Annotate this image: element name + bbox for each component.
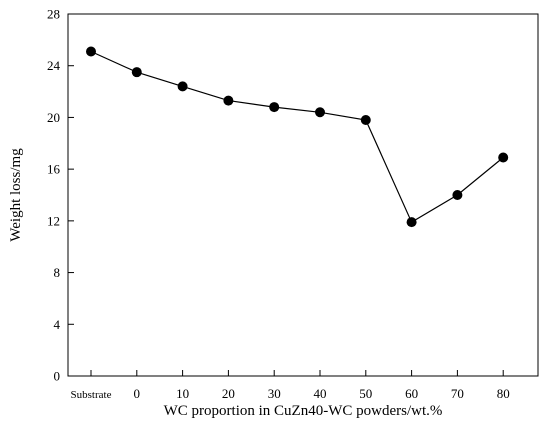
x-tick-label: 60 [405,386,418,401]
x-tick-label: 70 [451,386,464,401]
data-point [223,95,234,106]
data-point [131,67,142,78]
y-tick-label: 8 [54,265,61,280]
y-tick-label: 20 [47,110,60,125]
data-point [315,107,325,118]
y-tick-label: 16 [47,162,61,177]
x-axis-ticks: Substrate 0 10 20 30 40 50 60 70 80 [71,370,510,401]
x-tick-label: 40 [314,386,327,401]
data-point [498,152,509,163]
x-tick-label: 0 [134,386,141,401]
y-tick-label: 12 [47,213,60,228]
y-tick-label: 4 [54,317,61,332]
data-point [406,217,417,228]
data-point [86,46,96,57]
y-tick-label: 0 [54,369,61,384]
y-tick-label: 24 [47,58,61,73]
x-axis-title: WC proportion in CuZn40-WC powders/wt.% [164,403,443,419]
data-point [177,81,188,92]
x-tick-label: 80 [497,386,510,401]
x-tick-label: 20 [222,386,235,401]
y-axis-ticks: 0 4 8 12 16 20 24 28 [47,7,74,384]
y-axis-title: Weight loss/mg [8,148,24,242]
x-tick-label: 10 [176,386,189,401]
series-line [90,50,504,224]
y-tick-label: 28 [47,7,60,22]
plot-frame [67,13,539,377]
x-tick-label: 30 [268,386,281,401]
x-tick-label: Substrate [71,389,112,401]
data-point [452,190,463,200]
x-tick-label: 50 [359,386,372,401]
data-point [269,102,280,113]
series-group [86,46,509,228]
data-point [360,115,371,126]
